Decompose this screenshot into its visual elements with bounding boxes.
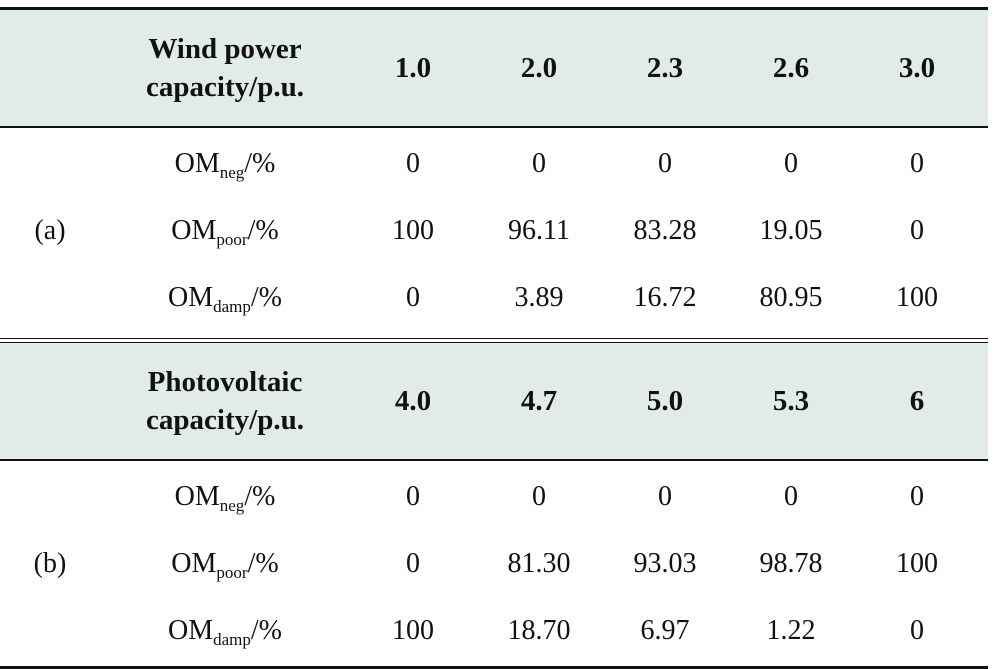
data-table: Wind power capacity/p.u. 1.0 2.0 2.3 2.6… [0, 7, 988, 669]
header-label-cell: Wind power capacity/p.u. [100, 30, 350, 106]
table-cell: 83.28 [633, 214, 697, 246]
table-row: OMdamp/% 0 3.89 16.72 80.95 100 [0, 264, 988, 331]
table-cell: 6.97 [640, 614, 690, 646]
group-label: (a) [34, 214, 66, 246]
row-label: OMdamp/% [167, 281, 282, 316]
top-rule [0, 7, 988, 10]
table-cell: 0 [406, 547, 420, 579]
table-cell: 1.22 [766, 614, 816, 646]
header-value-cell: 3.0 [898, 51, 936, 84]
header-label-cell: Photovoltaic capacity/p.u. [100, 363, 350, 439]
table-cell: 0 [406, 281, 420, 313]
section-b-header-row: Photovoltaic capacity/p.u. 4.0 4.7 5.0 5… [0, 343, 988, 459]
header-value-cell: 5.3 [772, 384, 810, 417]
header-value-cell: 1.0 [394, 51, 432, 84]
table-cell: 0 [784, 480, 798, 512]
table-cell: 0 [910, 614, 924, 646]
table-cell: 0 [910, 214, 924, 246]
header-label-line1: Photovoltaic [147, 366, 303, 398]
table-cell: 0 [784, 147, 798, 179]
group-label: (b) [33, 547, 67, 579]
row-label: OMneg/% [174, 480, 276, 515]
table-cell: 0 [532, 147, 546, 179]
table-cell: 0 [406, 147, 420, 179]
header-value-cell: 6 [909, 384, 925, 417]
table-row: OMneg/% 0 0 0 0 0 [0, 130, 988, 197]
header-label-line2: capacity/p.u. [146, 404, 304, 436]
row-label: OMpoor/% [171, 214, 279, 249]
table-cell: 93.03 [633, 547, 697, 579]
section-a-header-row: Wind power capacity/p.u. 1.0 2.0 2.3 2.6… [0, 10, 988, 126]
section-b-body: OMneg/% 0 0 0 0 0 (b) OMpoor/% 0 81.30 9… [0, 463, 988, 664]
table-cell: 0 [532, 480, 546, 512]
table-cell: 100 [392, 614, 434, 646]
header-value-cell: 2.3 [646, 51, 684, 84]
table-cell: 0 [658, 480, 672, 512]
table-cell: 81.30 [507, 547, 571, 579]
row-label: OMpoor/% [171, 547, 279, 582]
table-cell: 0 [910, 147, 924, 179]
table-cell: 0 [406, 480, 420, 512]
header-label-line2: capacity/p.u. [146, 71, 304, 103]
table-cell: 96.11 [508, 214, 570, 246]
table-cell: 98.78 [759, 547, 823, 579]
row-label: OMdamp/% [167, 614, 282, 649]
table-cell: 100 [896, 281, 938, 313]
header-value-cell: 2.0 [520, 51, 558, 84]
table-cell: 100 [896, 547, 938, 579]
header-value-cell: 4.0 [394, 384, 432, 417]
header-label-line1: Wind power [148, 33, 302, 65]
section-a-body: OMneg/% 0 0 0 0 0 (a) OMpoor/% 100 96.11… [0, 130, 988, 331]
header-rule [0, 126, 988, 128]
table-cell: 19.05 [759, 214, 823, 246]
header-rule [0, 459, 988, 461]
table-cell: 0 [658, 147, 672, 179]
table-row: OMdamp/% 100 18.70 6.97 1.22 0 [0, 597, 988, 664]
table-cell: 80.95 [759, 281, 823, 313]
table-cell: 3.89 [514, 281, 564, 313]
header-value-cell: 2.6 [772, 51, 810, 84]
table-cell: 100 [392, 214, 434, 246]
row-label: OMneg/% [174, 147, 276, 182]
table-cell: 18.70 [507, 614, 571, 646]
header-value-cell: 4.7 [520, 384, 558, 417]
table-cell: 0 [910, 480, 924, 512]
table-row: (a) OMpoor/% 100 96.11 83.28 19.05 0 [0, 197, 988, 264]
section-divider-double-rule [0, 338, 988, 343]
table-cell: 16.72 [633, 281, 697, 313]
table-row: OMneg/% 0 0 0 0 0 [0, 463, 988, 530]
header-value-cell: 5.0 [646, 384, 684, 417]
table-row: (b) OMpoor/% 0 81.30 93.03 98.78 100 [0, 530, 988, 597]
